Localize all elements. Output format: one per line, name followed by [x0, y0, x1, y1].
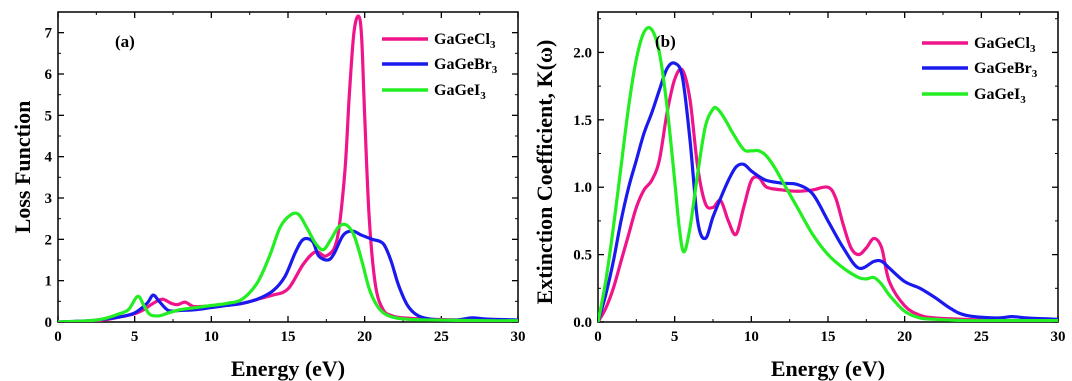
chart-panel-a: 0 5 10 15 20 25 30 0 1 2 3 4 5 6 7 Energy (eV) Loss Func…	[10, 11, 526, 381]
y-tick-label: 6	[45, 67, 53, 83]
x-tick-label: 15	[281, 329, 296, 345]
x-tick-label: 20	[357, 329, 372, 345]
y-tick-label: 1	[45, 274, 53, 290]
y-tick-label: 2	[45, 232, 53, 248]
x-tick-label: 25	[974, 329, 989, 345]
series-line-GaGeI3	[598, 26, 1058, 322]
y-tick-label: 1.0	[573, 180, 592, 196]
x-tick-label: 30	[1051, 329, 1066, 345]
legend: GaGeCl3 GaGeBr3 GaGeI3	[922, 35, 1038, 106]
legend-label-GaGeBr3: GaGeBr3	[974, 60, 1038, 80]
x-axis-title: Energy (eV)	[231, 356, 345, 381]
series-line-GaGeCl3	[58, 14, 518, 322]
x-tick-label: 10	[744, 329, 759, 345]
series-line-GaGeBr3	[58, 229, 518, 322]
legend: GaGeCl3 GaGeBr3 GaGeI3	[382, 31, 498, 102]
y-tick-label: 5	[45, 108, 53, 124]
panel-label: (b)	[655, 32, 676, 51]
legend-label-GaGeBr3: GaGeBr3	[434, 56, 498, 76]
x-tick-label: 5	[671, 329, 679, 345]
x-tick-label: 25	[434, 329, 449, 345]
x-tick-label: 5	[131, 329, 139, 345]
x-tick-label: 10	[204, 329, 219, 345]
series-line-GaGeCl3	[598, 67, 1058, 322]
series-line-GaGeI3	[58, 211, 518, 322]
x-tick-label: 0	[54, 329, 62, 345]
y-tick-label: 0.5	[573, 248, 592, 264]
y-tick-label: 1.5	[573, 113, 592, 129]
y-tick-label: 3	[45, 191, 53, 207]
y-tick-label: 0.0	[573, 315, 592, 331]
x-tick-label: 15	[821, 329, 836, 345]
panel-label: (a)	[115, 32, 135, 51]
y-axis-title: Loss Function	[10, 101, 35, 234]
plot-frame	[597, 11, 1059, 323]
x-tick-label: 20	[897, 329, 912, 345]
legend-label-GaGeCl3: GaGeCl3	[434, 31, 496, 51]
y-tick-label: 0	[45, 315, 53, 331]
y-tick-label: 7	[45, 26, 53, 42]
x-tick-label: 0	[594, 329, 602, 345]
y-axis-title: Extinction Coefficient, K(ω)	[532, 40, 557, 305]
y-tick-label: 4	[45, 150, 53, 166]
legend-label-GaGeI3: GaGeI3	[434, 82, 486, 102]
chart-panel-b: 0 5 10 15 20 25 30 0.0 0.5 1.0 1.5 2.0 Energy (eV) Ex…	[532, 11, 1066, 381]
legend-label-GaGeCl3: GaGeCl3	[974, 35, 1036, 55]
series-line-GaGeBr3	[598, 61, 1058, 322]
x-tick-label: 30	[511, 329, 526, 345]
legend-label-GaGeI3: GaGeI3	[974, 86, 1026, 106]
x-axis-title: Energy (eV)	[771, 356, 885, 381]
y-tick-label: 2.0	[573, 45, 592, 61]
